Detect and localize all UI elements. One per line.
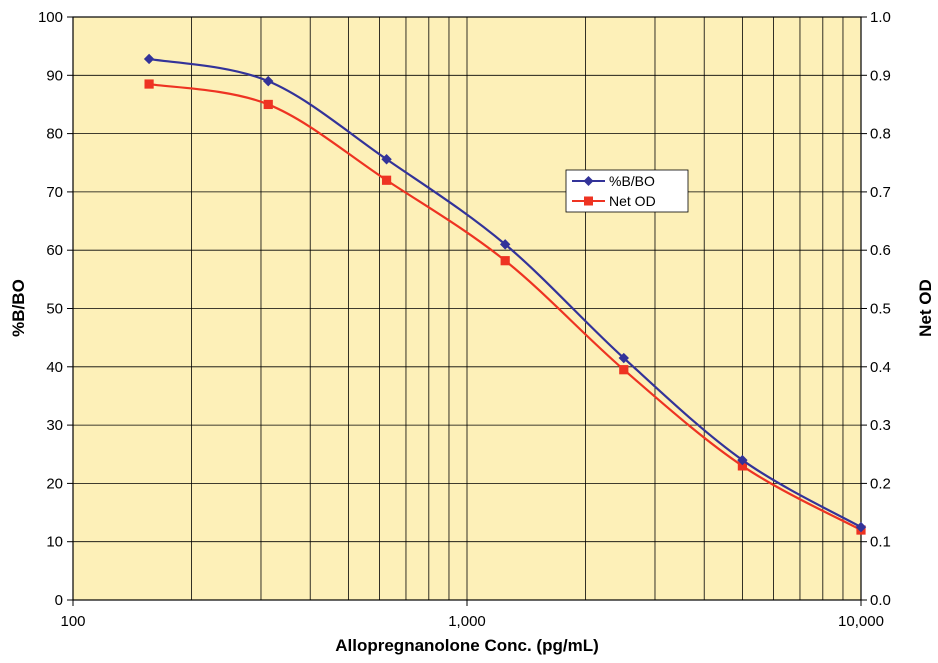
series-bbo [143, 53, 867, 533]
y-left-tick-label: 10 [46, 534, 63, 551]
y-axis-right-title: Net OD [916, 279, 935, 337]
x-tick-label: 100 [60, 613, 85, 630]
y-left-tick-label: 30 [46, 417, 63, 434]
data-point-bbo [855, 521, 867, 533]
y-left-tick-label: 60 [46, 242, 63, 259]
data-point-bbo [143, 53, 155, 65]
y-right-tick-label: 1.0 [870, 9, 891, 26]
x-tick-label: 1,000 [448, 613, 486, 630]
legend-label-bbo: %B/BO [609, 173, 655, 189]
y-right-tick-label: 0.9 [870, 67, 891, 84]
y-left-tick-label: 70 [46, 184, 63, 201]
y-right-tick-label: 0.1 [870, 534, 891, 551]
y-axis-left-title: %B/BO [9, 279, 28, 337]
data-point-net-od [500, 256, 510, 266]
y-left-tick-label: 20 [46, 475, 63, 492]
data-point-bbo [618, 352, 629, 364]
y-left-tick-label: 90 [46, 67, 63, 84]
y-right-tick-label: 0.6 [870, 242, 891, 259]
y-right-tick-label: 0.3 [870, 417, 891, 434]
legend: %B/BO Net OD [565, 169, 689, 213]
axis-ticks: 0 10 20 30 40 50 60 70 80 90 100 0.0 0.1 0.2 0.3 0.4 0.5… [38, 9, 891, 630]
data-point-bbo [381, 154, 392, 165]
legend-entry-net-od: Net OD [572, 193, 656, 209]
legend-marker-net-od [584, 196, 593, 206]
x-axis-title: Allopregnanolone Conc. (pg/mL) [335, 636, 598, 655]
data-point-net-od [144, 79, 154, 89]
y-left-tick-label: 40 [46, 359, 63, 376]
y-right-tick-label: 0.2 [870, 475, 891, 492]
y-left-tick-label: 50 [46, 301, 63, 318]
x-tick-label: 10,000 [838, 613, 884, 630]
y-right-tick-label: 0.7 [870, 184, 891, 201]
data-point-bbo [499, 239, 511, 250]
y-right-tick-label: 0.5 [870, 301, 891, 318]
legend-label-net-od: Net OD [609, 193, 656, 209]
legend-entry-bbo: %B/BO [572, 173, 655, 189]
data-point-net-od [381, 175, 392, 185]
legend-marker-bbo [583, 176, 594, 186]
y-right-tick-label: 0.0 [870, 592, 891, 609]
y-right-tick-label: 0.8 [870, 126, 891, 143]
y-left-tick-label: 80 [46, 126, 63, 143]
y-right-tick-label: 0.4 [870, 359, 891, 376]
data-point-bbo [263, 75, 274, 87]
data-point-net-od [737, 461, 747, 471]
data-point-net-od [263, 99, 273, 110]
y-left-tick-label: 100 [38, 9, 63, 26]
series-layer [143, 53, 867, 535]
y-left-tick-label: 0 [55, 592, 63, 609]
data-point-bbo [737, 454, 748, 466]
data-point-net-od [619, 365, 629, 375]
